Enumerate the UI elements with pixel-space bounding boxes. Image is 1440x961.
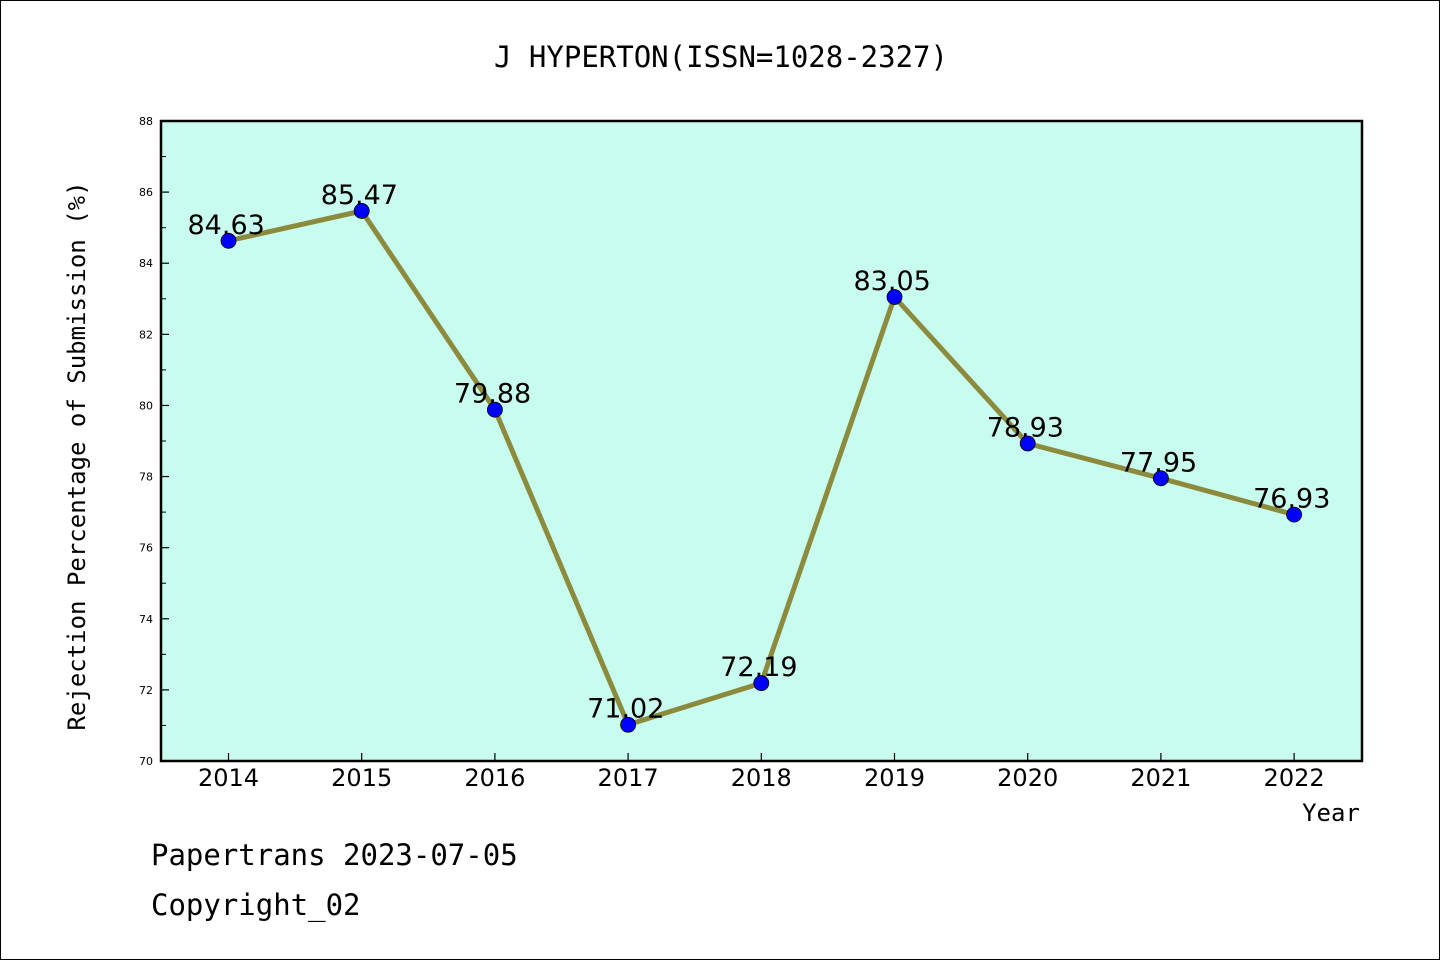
x-tick-label: 2014 <box>198 764 259 792</box>
data-label: 78.93 <box>987 412 1064 443</box>
y-tick-label: 86 <box>139 186 153 199</box>
y-tick-label: 72 <box>139 684 153 697</box>
y-axis-ticks: 70 72 74 76 78 80 82 84 86 88 <box>139 115 169 768</box>
data-label: 85.47 <box>321 180 398 211</box>
data-label: 71.02 <box>587 694 664 725</box>
x-tick-label: 2022 <box>1264 764 1325 792</box>
data-label: 72.19 <box>720 652 797 683</box>
data-labels: 84.63 85.47 79.88 71.02 72.19 83.05 78.93 77.95… <box>188 180 1331 725</box>
data-point <box>353 203 370 219</box>
y-tick-label: 84 <box>139 257 153 270</box>
y-tick-label: 70 <box>139 755 153 768</box>
data-label: 79.88 <box>454 379 531 410</box>
data-point <box>1019 435 1036 452</box>
data-point <box>486 401 503 418</box>
x-tick-label: 2020 <box>997 764 1058 792</box>
data-point <box>886 289 903 305</box>
y-tick-label: 78 <box>139 471 153 484</box>
footer-papertrans: Papertrans 2023-07-05 <box>151 838 518 872</box>
x-tick-label: 2017 <box>598 764 659 792</box>
y-tick-label: 74 <box>139 613 153 626</box>
x-axis-label: Year <box>1302 799 1360 827</box>
y-tick-label: 80 <box>139 399 153 412</box>
data-points <box>220 203 1302 733</box>
data-label: 77.95 <box>1120 447 1197 478</box>
footer-copyright: Copyright_02 <box>151 888 361 923</box>
x-tick-label: 2019 <box>864 764 925 792</box>
plot-border <box>159 119 1364 763</box>
y-tick-label: 82 <box>139 328 153 341</box>
x-axis-ticks: 2014 2015 2016 2017 2018 2019 2020 2021 2022 <box>198 753 1325 792</box>
x-tick-label: 2016 <box>464 764 525 792</box>
chart-title: J HYPERTON(ISSN=1028-2327) <box>494 40 948 74</box>
data-label: 76.93 <box>1253 484 1330 515</box>
plot-area <box>161 121 1362 761</box>
x-tick-label: 2015 <box>331 764 392 792</box>
data-label: 84.63 <box>188 210 265 241</box>
y-axis-label: Rejection Percentage of Submission (%) <box>63 181 91 730</box>
data-point <box>753 675 770 692</box>
data-point <box>1153 470 1169 487</box>
data-label: 83.05 <box>854 266 931 297</box>
y-tick-label: 88 <box>139 115 153 128</box>
data-point <box>1286 506 1302 523</box>
data-point <box>220 232 237 249</box>
y-tick-label: 76 <box>139 542 153 555</box>
x-tick-label: 2021 <box>1130 764 1191 792</box>
data-point <box>620 716 636 733</box>
x-tick-label: 2018 <box>731 764 792 792</box>
